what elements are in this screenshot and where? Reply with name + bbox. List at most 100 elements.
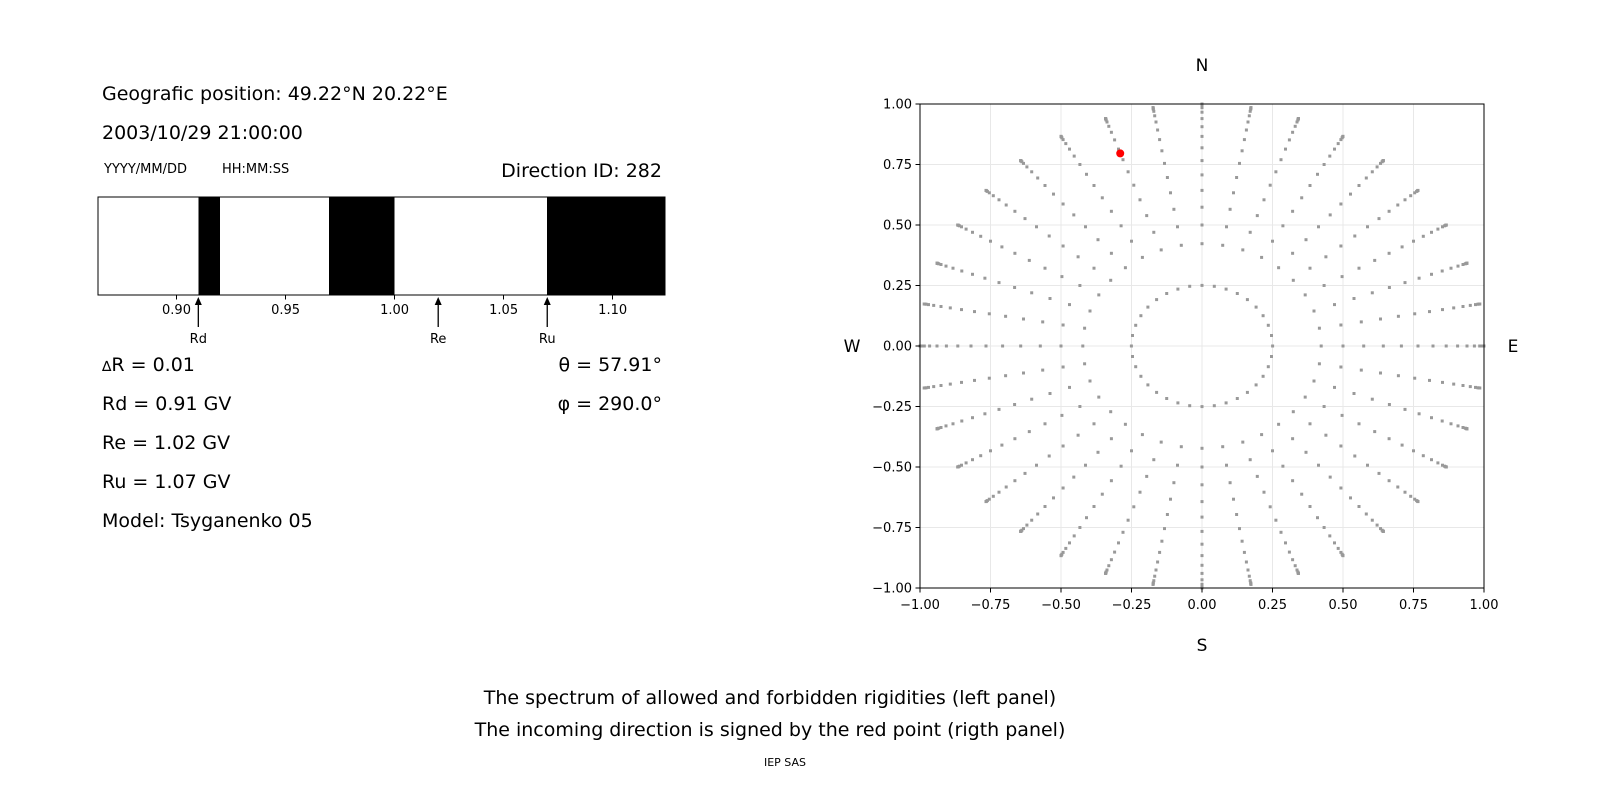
direction-dot [1244, 560, 1248, 564]
direction-dot [1159, 248, 1163, 252]
direction-dot [971, 416, 974, 420]
direction-dot [1339, 323, 1343, 327]
direction-dot [1200, 571, 1204, 575]
direction-dot [1134, 365, 1138, 369]
direction-dot [1308, 422, 1312, 426]
direction-dot [939, 263, 943, 266]
direction-dot [1165, 176, 1169, 179]
direction-dot [1004, 203, 1008, 207]
direction-dot [1341, 344, 1345, 348]
direction-dot [1449, 422, 1453, 426]
direction-dot [1339, 138, 1343, 142]
direction-dot [1281, 224, 1285, 228]
direction-dot [1068, 147, 1071, 151]
direction-dot [1328, 213, 1332, 217]
direction-dot [1366, 463, 1369, 467]
direction-dot [1413, 191, 1417, 195]
direction-dot [1212, 284, 1216, 288]
direction-dot [1123, 422, 1127, 426]
direction-dot [1059, 554, 1063, 558]
direction-dot [1154, 120, 1158, 124]
direction-dot [1030, 291, 1034, 295]
direction-dot [1004, 374, 1008, 378]
direction-dot [1242, 550, 1246, 554]
direction-dot [1430, 272, 1433, 276]
direction-dot [971, 230, 974, 234]
direction-dot [927, 303, 930, 307]
direction-dot [1403, 281, 1407, 285]
direction-dot [1235, 292, 1239, 295]
direction-dot [1316, 172, 1319, 176]
direction-dot [1030, 518, 1034, 522]
direction-dot [1151, 106, 1155, 110]
direction-dot [1336, 142, 1340, 146]
direction-dot [1200, 125, 1204, 129]
direction-dot [1340, 275, 1344, 279]
direction-dot [1088, 379, 1092, 383]
direction-dot [1105, 120, 1109, 124]
direction-dot [991, 194, 995, 198]
direction-dot [1304, 450, 1308, 454]
direction-dot [1084, 463, 1087, 467]
direction-dot [1221, 243, 1225, 247]
direction-dot [1047, 454, 1051, 458]
direction-dot [997, 198, 1001, 202]
direction-dot [1370, 397, 1374, 401]
direction-dot [1241, 248, 1245, 252]
direction-dot [1375, 165, 1379, 169]
direction-dot [1097, 395, 1101, 399]
re-arrow-head [434, 297, 442, 305]
direction-dot [1478, 344, 1482, 348]
y-tick-label: −0.25 [872, 400, 912, 415]
caption-line-2: The incoming direction is signed by the … [474, 719, 1066, 741]
x-tick-label: 0.00 [1188, 598, 1217, 613]
direction-dot [1013, 403, 1017, 406]
direction-dot [1172, 207, 1176, 211]
direction-dot [1430, 458, 1433, 462]
direction-dot [964, 227, 968, 231]
direction-dot [1262, 490, 1266, 494]
direction-dot [944, 344, 948, 348]
direction-dot [1200, 159, 1204, 163]
x-tick-label: 1.05 [489, 303, 518, 318]
direction-dot [1266, 323, 1270, 327]
y-tick-label: 0.50 [883, 219, 912, 234]
direction-dot [1339, 244, 1343, 248]
direction-dot [1151, 582, 1155, 586]
x-tick-label: −0.50 [1041, 598, 1081, 613]
direction-dot [1235, 397, 1239, 400]
direction-dot [1421, 234, 1425, 238]
date-format-label: YYYY/MM/DD [104, 162, 187, 177]
x-tick-label: 0.50 [1329, 598, 1358, 613]
direction-dot [1200, 117, 1204, 121]
direction-dot [1030, 397, 1034, 401]
direction-dot [1160, 149, 1164, 153]
direction-dot [1277, 422, 1281, 426]
direction-dot [1322, 405, 1326, 408]
direction-dot [1078, 405, 1082, 408]
direction-dot [935, 344, 939, 348]
x-tick-label: 1.10 [598, 303, 627, 318]
direction-dot [939, 426, 943, 429]
direction-dot [1293, 564, 1297, 568]
direction-dot [1176, 287, 1180, 291]
direction-dot [1308, 184, 1312, 187]
direction-dot [1270, 334, 1273, 337]
direction-dot [1107, 564, 1111, 568]
direction-dot [1381, 159, 1385, 163]
direction-dot [1300, 492, 1304, 496]
direction-dot [1366, 225, 1369, 229]
direction-dot [1247, 574, 1251, 578]
direction-dot [1266, 365, 1270, 369]
direction-dot [1431, 344, 1435, 348]
direction-dot [1430, 416, 1433, 420]
direction-dot [1295, 568, 1299, 572]
direction-dot [987, 376, 991, 380]
direction-dot [1059, 134, 1063, 138]
direction-dot [1200, 110, 1204, 114]
direction-dot [1417, 412, 1421, 416]
direction-dot [1068, 385, 1071, 389]
direction-dot [1248, 458, 1252, 462]
direction-dot [1238, 161, 1241, 165]
x-tick-label: −0.25 [1112, 598, 1152, 613]
